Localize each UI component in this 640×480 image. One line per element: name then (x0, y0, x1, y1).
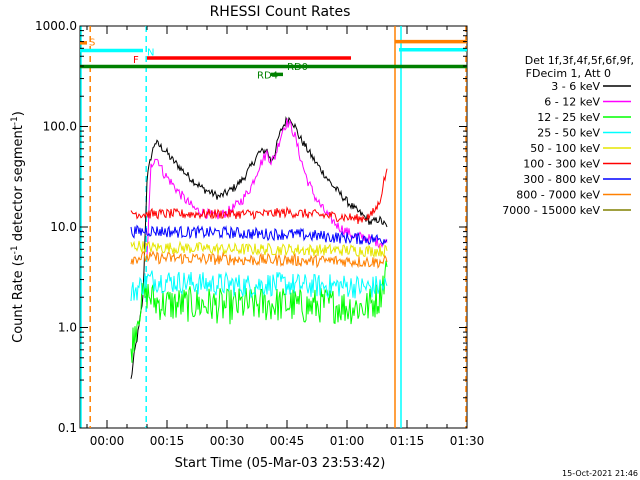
x-tick-label: 00:45 (270, 434, 305, 448)
series-50-100-kev (130, 240, 388, 259)
x-tick-label: 01:15 (390, 434, 425, 448)
series-25-50-kev (130, 270, 388, 302)
series-800-7000-kev (130, 250, 388, 269)
y-tick-label: 10.0 (50, 220, 77, 234)
series-3-6-kev (130, 116, 388, 379)
legend-items: 3 - 6 keV 6 - 12 keV 12 - 25 keV 25 - 50 ke… (502, 80, 631, 217)
series-12-25-kev (130, 260, 388, 363)
y-tick-label: 1.0 (58, 321, 77, 335)
state-label-rd4: RD4 (257, 70, 278, 81)
legend: Det 1f,3f,4f,5f,6f,9f, FDecim 1, Att 0 3… (502, 54, 634, 217)
series-6-12-kev (146, 118, 388, 256)
legend-label-12-25-kev: 12 - 25 keV (537, 111, 600, 124)
footer-date: 15-Oct-2021 21:46 (562, 469, 638, 478)
y-axis-label-exponent-1: -1 (10, 245, 20, 254)
y-axis-ticks: 0.1 1.0 10.0 100.0 1000.0 (35, 19, 467, 435)
x-tick-label: 00:15 (150, 434, 185, 448)
chart-title: RHESSI Count Rates (210, 4, 351, 20)
y-tick-label: 100.0 (43, 120, 77, 134)
x-tick-label: 01:00 (330, 434, 365, 448)
legend-header-line-2: FDecim 1, Att 0 (526, 67, 611, 80)
state-label-n: N (147, 47, 154, 58)
legend-header-line-1: Det 1f,3f,4f,5f,6f,9f, (525, 54, 634, 67)
legend-label-3-6-kev: 3 - 6 keV (551, 80, 600, 93)
state-label-s: S (89, 38, 95, 49)
legend-label-7000-15000-kev: 7000 - 15000 keV (502, 204, 600, 217)
series-lines (130, 116, 388, 379)
series-300-800-kev (130, 224, 388, 246)
state-label-rd0: RD0 (287, 62, 308, 73)
x-tick-label: 01:30 (450, 434, 485, 448)
state-labels: S NF RD0 RD4 (89, 38, 308, 82)
legend-label-6-12-kev: 6 - 12 keV (544, 96, 600, 109)
y-tick-label: 1000.0 (35, 19, 77, 33)
x-axis-label: Start Time (05-Mar-03 23:53:42) (175, 456, 386, 471)
state-bars (80, 39, 467, 77)
y-axis-label-part-2: detector segment (11, 125, 26, 245)
legend-label-300-800-kev: 300 - 800 keV (523, 173, 600, 186)
series-100-300-kev (130, 168, 388, 224)
y-axis-label-exponent-2: -1 (10, 116, 20, 125)
legend-label-800-7000-kev: 800 - 7000 keV (516, 189, 600, 202)
y-axis-label-part-3: ) (11, 111, 26, 116)
legend-label-25-50-kev: 25 - 50 keV (537, 127, 600, 140)
y-axis-label: Count Rate (s-1 detector segment-1) (10, 111, 26, 343)
y-axis-label-part-1: Count Rate (s (11, 254, 26, 343)
x-tick-label: 00:30 (210, 434, 245, 448)
legend-label-100-300-kev: 100 - 300 keV (523, 158, 600, 171)
detector-state-lines (80, 26, 467, 428)
x-axis-ticks: 00:00 00:15 00:30 00:45 01:00 01:15 01:30 (86, 26, 485, 448)
legend-label-50-100-kev: 50 - 100 keV (530, 142, 600, 155)
y-tick-label: 0.1 (58, 421, 77, 435)
x-tick-label: 00:00 (90, 434, 125, 448)
state-label-f: F (133, 55, 139, 66)
